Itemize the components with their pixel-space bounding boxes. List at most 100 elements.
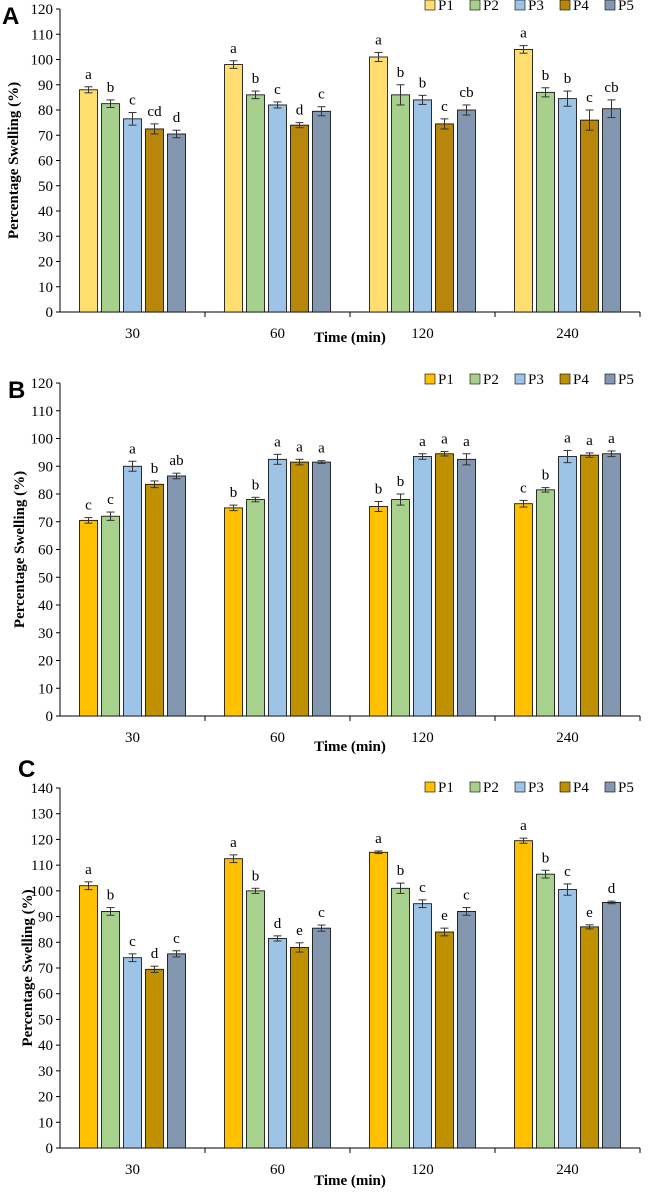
chart-panel-a: A 0 10 20 30 40 50 60 70 80 90 100 110 120 Percentage … (2, 0, 641, 346)
bar-p3 (123, 118, 142, 313)
legend-label-p5: P5 (618, 372, 634, 388)
bar-p3 (413, 903, 432, 1149)
significance-letter: cd (147, 104, 162, 120)
bar-p1 (224, 507, 243, 717)
legend-label-p5: P5 (618, 780, 634, 796)
legend-label-p4: P4 (573, 0, 589, 14)
y-tick-label: 70 (38, 961, 53, 977)
significance-letter: b (107, 80, 115, 96)
bar-p5 (457, 109, 476, 313)
y-tick-label: 60 (38, 987, 53, 1003)
panel-letter: A (2, 3, 19, 30)
y-tick-label: 80 (38, 103, 53, 119)
significance-letter: d (296, 103, 304, 119)
bar-p4 (145, 128, 164, 313)
y-tick-label: 110 (31, 858, 53, 874)
bar-p1 (79, 519, 98, 717)
bar-p2 (246, 94, 265, 313)
significance-letter: c (419, 880, 426, 896)
y-tick-label: 50 (38, 179, 53, 195)
y-tick-label: 60 (38, 154, 53, 170)
y-tick-label: 60 (38, 543, 53, 559)
y-tick-label: 20 (38, 654, 53, 670)
y-axis-title: Percentage Swelling (%) (20, 889, 36, 1046)
significance-letter: c (173, 931, 180, 947)
bar-p1 (79, 89, 98, 313)
bar-p2 (391, 94, 410, 313)
y-tick-label: 10 (38, 681, 53, 697)
y-tick-label: 50 (38, 570, 53, 586)
bar-p1 (369, 851, 388, 1149)
significance-letter: e (296, 923, 303, 939)
y-tick-label: 30 (38, 229, 53, 245)
significance-letter: a (419, 434, 426, 450)
significance-letter: c (129, 93, 136, 109)
significance-letter: a (586, 433, 593, 449)
legend-label-p2: P2 (483, 780, 499, 796)
y-tick-label: 30 (38, 1064, 53, 1080)
legend-swatch-p4 (559, 0, 571, 11)
significance-letter: b (230, 485, 238, 501)
significance-letter: d (151, 946, 159, 962)
significance-letter: c (107, 492, 114, 508)
bar-p5 (457, 458, 476, 717)
bar-p2 (101, 515, 120, 717)
bar-p1 (224, 858, 243, 1149)
x-axis-title: Time (min) (314, 1173, 386, 1189)
bar-p1 (79, 885, 98, 1149)
x-tick-label: 30 (125, 1162, 140, 1178)
bar-p3 (558, 98, 577, 313)
bar-p5 (457, 911, 476, 1149)
x-tick-label: 120 (411, 1162, 434, 1178)
significance-letter: c (463, 888, 470, 904)
significance-letter: c (520, 480, 527, 496)
significance-letter: b (564, 71, 572, 87)
y-tick-label: 80 (38, 935, 53, 951)
significance-letter: a (318, 441, 325, 457)
legend-label-p3: P3 (528, 780, 544, 796)
significance-letter: c (318, 87, 325, 103)
y-tick-label: 30 (38, 626, 53, 642)
significance-letter: d (608, 881, 616, 897)
significance-letter: b (252, 71, 260, 87)
bar-p1 (369, 506, 388, 717)
significance-letter: c (85, 498, 92, 514)
bar-p1 (224, 64, 243, 313)
y-tick-label: 10 (38, 280, 53, 296)
significance-letter: d (274, 916, 282, 932)
legend-label-p3: P3 (528, 0, 544, 14)
y-tick-label: 110 (31, 404, 53, 420)
x-axis-title: Time (min) (314, 330, 386, 346)
significance-letter: a (230, 41, 237, 57)
significance-letter: c (129, 934, 136, 950)
bar-p1 (369, 56, 388, 313)
x-tick-label: 120 (411, 730, 434, 746)
significance-letter: c (564, 864, 571, 880)
legend-label-p2: P2 (483, 372, 499, 388)
bar-p4 (580, 926, 599, 1149)
chart-panel-c: C 0 10 20 30 40 50 60 70 80 90 100 110 120 130 140 Perce… (18, 756, 641, 1189)
significance-letter: a (564, 430, 571, 446)
bar-p4 (435, 453, 454, 717)
y-tick-label: 90 (38, 459, 53, 475)
legend: P1 P2 P3 P4 P5 (424, 780, 634, 796)
significance-letter: a (441, 432, 448, 448)
legend: P1 P2 P3 P4 P5 (424, 0, 634, 14)
y-tick-label: 120 (31, 376, 54, 392)
y-tick-label: 90 (38, 910, 53, 926)
legend-label-p4: P4 (573, 372, 589, 388)
x-axis-title: Time (min) (314, 739, 386, 755)
significance-letter: a (85, 67, 92, 83)
significance-letter: a (375, 32, 382, 48)
significance-letter: c (318, 905, 325, 921)
legend-swatch-p1 (424, 373, 436, 385)
bar-p4 (290, 947, 309, 1149)
significance-letter: a (296, 439, 303, 455)
bar-p3 (558, 889, 577, 1149)
legend-swatch-p1 (424, 0, 436, 11)
legend-swatch-p5 (604, 0, 616, 11)
y-tick-label: 40 (38, 204, 53, 220)
legend: P1 P2 P3 P4 P5 (424, 372, 634, 388)
significance-letter: c (441, 99, 448, 115)
legend-swatch-p4 (559, 781, 571, 793)
